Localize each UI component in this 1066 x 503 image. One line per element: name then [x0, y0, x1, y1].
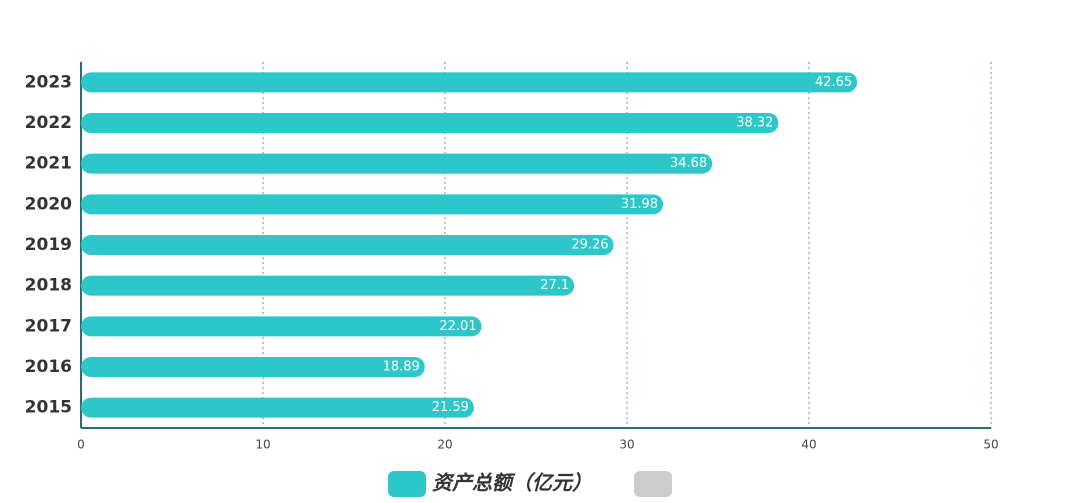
- bar: [81, 357, 425, 377]
- bar: [81, 397, 474, 418]
- value-label: 38.32: [736, 116, 773, 131]
- value-label: 29.26: [571, 238, 608, 253]
- bar: [81, 113, 779, 133]
- y-tick-label: 2015: [25, 398, 72, 418]
- y-tick-label: 2020: [25, 194, 72, 214]
- y-tick-label: 2017: [25, 316, 72, 336]
- legend-swatch: [388, 471, 426, 497]
- legend-label: 资产总额（亿元）: [432, 471, 592, 495]
- y-tick-label: 2018: [25, 276, 72, 296]
- x-tick-label: 40: [801, 438, 816, 452]
- value-label: 18.89: [383, 360, 420, 375]
- bar: [81, 235, 614, 255]
- bar: [81, 275, 575, 296]
- y-tick-label: 2023: [25, 72, 72, 92]
- legend-swatch-empty: [634, 471, 672, 497]
- y-tick-label: 2019: [25, 235, 72, 255]
- value-label: 42.65: [815, 75, 852, 90]
- y-tick-label: 2021: [25, 154, 72, 174]
- bar: [81, 194, 664, 215]
- x-tick-label: 20: [437, 438, 452, 452]
- value-label: 31.98: [621, 197, 658, 212]
- y-tick-label: 2022: [25, 113, 72, 133]
- value-label: 22.01: [439, 319, 476, 334]
- bar: [81, 153, 713, 174]
- value-label: 34.68: [670, 156, 707, 171]
- value-label: 27.1: [540, 278, 569, 293]
- x-tick-label: 10: [255, 438, 270, 452]
- x-tick-label: 50: [983, 438, 998, 452]
- bar: [81, 316, 482, 337]
- value-label: 21.59: [432, 400, 469, 415]
- x-tick-label: 30: [619, 438, 634, 452]
- x-tick-label: 0: [77, 438, 85, 452]
- bar: [81, 72, 858, 93]
- y-tick-label: 2016: [25, 357, 72, 377]
